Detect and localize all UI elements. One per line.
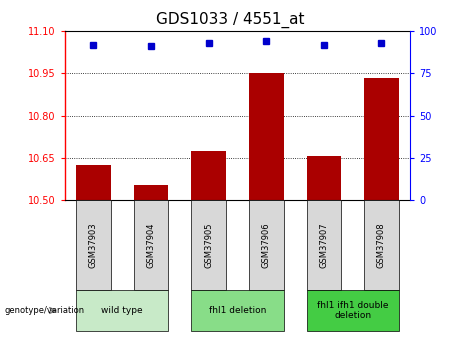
Bar — [76, 200, 111, 290]
Bar — [191, 151, 226, 200]
Bar — [76, 290, 168, 331]
Bar — [191, 290, 284, 331]
Bar — [364, 78, 399, 200]
Bar — [364, 200, 399, 290]
Text: GSM37903: GSM37903 — [89, 222, 98, 268]
Bar — [307, 200, 341, 290]
Bar — [307, 156, 341, 200]
Bar — [307, 290, 399, 331]
Text: GSM37905: GSM37905 — [204, 222, 213, 268]
Text: genotype/variation: genotype/variation — [5, 306, 85, 315]
Text: wild type: wild type — [101, 306, 143, 315]
Text: GDS1033 / 4551_at: GDS1033 / 4551_at — [156, 12, 305, 28]
Bar — [134, 200, 168, 290]
Text: fhl1 ifh1 double
deletion: fhl1 ifh1 double deletion — [317, 301, 389, 320]
Text: GSM37908: GSM37908 — [377, 222, 386, 268]
Bar — [134, 185, 168, 200]
Bar — [76, 165, 111, 200]
Bar — [191, 200, 226, 290]
Bar — [249, 73, 284, 200]
Bar — [249, 200, 284, 290]
Text: GSM37907: GSM37907 — [319, 222, 328, 268]
Text: fhl1 deletion: fhl1 deletion — [209, 306, 266, 315]
Text: GSM37904: GSM37904 — [147, 222, 155, 268]
Text: GSM37906: GSM37906 — [262, 222, 271, 268]
